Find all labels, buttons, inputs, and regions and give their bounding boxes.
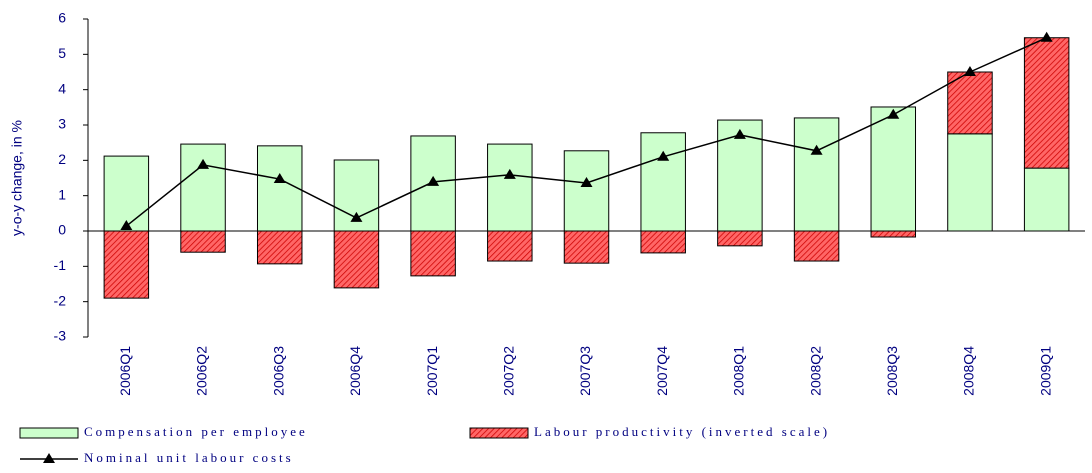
legend-swatch: [19, 427, 79, 439]
y-axis-label: y-o-y change, in %: [9, 120, 25, 236]
bar: [410, 230, 456, 277]
marker: [350, 211, 363, 222]
y-tick-label: 3: [58, 116, 66, 132]
bar: [180, 143, 226, 232]
y-tick-label: -2: [54, 292, 67, 308]
bar: [793, 117, 840, 232]
x-tick-label: 2007Q4: [654, 346, 670, 396]
bar: [103, 230, 150, 299]
x-tick-label: 2008Q2: [807, 346, 823, 396]
bar: [870, 106, 917, 232]
y-tick-label: 1: [58, 186, 66, 202]
marker: [120, 220, 133, 231]
bar: [640, 132, 686, 232]
marker: [427, 175, 440, 186]
bar: [1023, 167, 1070, 232]
marker: [503, 168, 516, 179]
marker: [887, 108, 900, 119]
x-tick-label: 2006Q3: [270, 346, 286, 396]
marker: [580, 176, 593, 187]
legend-marker: [43, 453, 55, 463]
legend-text: Nominal unit labour costs: [84, 450, 294, 465]
bar: [793, 230, 840, 262]
bar: [563, 230, 610, 264]
bar: [870, 230, 917, 238]
marker: [733, 128, 746, 139]
bar: [717, 230, 763, 247]
marker: [1040, 31, 1053, 42]
x-tick-label: 2006Q1: [117, 346, 133, 396]
bar: [640, 230, 686, 254]
x-tick-label: 2007Q3: [577, 346, 593, 396]
x-tick-label: 2008Q3: [884, 346, 900, 396]
bar: [1023, 37, 1070, 169]
marker: [197, 158, 210, 169]
x-tick-label: 2006Q4: [347, 346, 363, 396]
marker: [810, 144, 823, 155]
x-tick-label: 2009Q1: [1037, 346, 1053, 396]
bar: [256, 230, 303, 265]
y-tick-label: -3: [54, 328, 67, 344]
legend-text: Compensation per employee: [84, 424, 308, 439]
y-tick-label: 5: [58, 45, 66, 61]
y-tick-label: 6: [58, 10, 66, 26]
x-tick-label: 2008Q4: [961, 346, 977, 396]
marker: [963, 66, 976, 76]
y-tick-label: 4: [58, 80, 66, 96]
bar: [180, 230, 226, 253]
x-tick-label: 2007Q2: [501, 346, 517, 396]
bar: [487, 230, 533, 262]
x-tick-label: 2006Q2: [194, 346, 210, 396]
y-tick-label: 0: [58, 222, 66, 238]
legend-swatch: [469, 427, 529, 439]
bar: [333, 230, 380, 289]
y-tick-label: -1: [54, 257, 67, 273]
bar: [256, 145, 303, 232]
x-tick-label: 2007Q1: [424, 346, 440, 396]
bar: [947, 71, 993, 135]
marker: [273, 173, 286, 184]
bar: [947, 133, 993, 232]
bar: [103, 155, 150, 232]
legend-text: Labour productivity (inverted scale): [534, 424, 830, 439]
bar: [487, 143, 533, 232]
bar: [563, 150, 610, 232]
x-tick-label: 2008Q1: [731, 346, 747, 396]
y-tick-label: 2: [58, 151, 66, 167]
marker: [657, 150, 670, 161]
